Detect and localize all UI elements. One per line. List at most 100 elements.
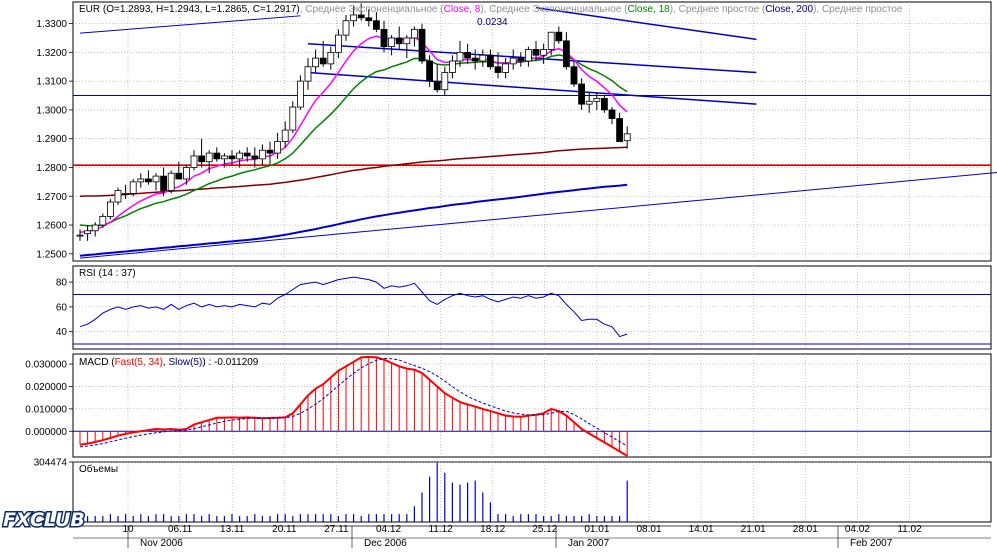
candle-body <box>395 37 403 45</box>
volume-layer: 304474 <box>34 458 628 522</box>
candle-body <box>274 141 282 154</box>
title-part: Close, 200 <box>765 4 813 15</box>
candle-body <box>525 49 532 62</box>
candle-body <box>593 98 601 102</box>
month-label: Dec 2006 <box>364 538 407 549</box>
y-tick-label: 1.2600 <box>36 221 67 232</box>
month-label: Nov 2006 <box>140 538 183 549</box>
candle-body <box>258 149 266 160</box>
candle-body <box>616 118 623 142</box>
month-label: Feb 2007 <box>850 538 893 549</box>
candle-body <box>456 51 464 62</box>
candle-body <box>327 51 335 65</box>
candle-body <box>471 57 479 62</box>
candle-body <box>167 172 175 191</box>
candle-body <box>160 175 168 191</box>
candle-body <box>426 60 434 82</box>
rsi-panel[interactable] <box>72 265 992 350</box>
candle-body <box>236 152 244 160</box>
candle-body <box>129 181 137 194</box>
time-tick-label: 21.01 <box>741 524 766 535</box>
candle-body <box>578 83 585 105</box>
title-part: ), Среднее простое ( <box>670 4 766 15</box>
title-part: ), Среднее Экспоненциальное ( <box>480 4 628 15</box>
candle-body <box>76 234 84 237</box>
candle-body <box>547 31 555 50</box>
time-tick-label: 08.01 <box>636 524 661 535</box>
candle-body <box>563 40 570 68</box>
price-title: EUR (O=1.2893, H=1.2943, L=1.2865, C=1.2… <box>79 4 903 15</box>
title-part: Close, 18 <box>627 4 670 15</box>
candle-body <box>213 152 221 160</box>
candle-body <box>99 215 107 226</box>
time-tick-label: 01.01 <box>584 524 609 535</box>
candle-body <box>312 57 320 68</box>
time-tick-label: 20.11 <box>272 524 297 535</box>
channel-annotation: 0.0234 <box>477 17 508 28</box>
title-part: Fast(5, 34) <box>115 357 163 368</box>
macd-panel[interactable] <box>72 353 992 458</box>
candle-body <box>464 51 472 59</box>
rsi-line <box>79 276 628 338</box>
fxclub-logo: FXCLUB <box>2 508 87 533</box>
time-tick-label: 18.12 <box>480 524 505 535</box>
long-resistance-trendline <box>79 15 301 34</box>
y-tick-label: 0.020000 <box>25 382 67 393</box>
time-tick-label: 14.01 <box>689 524 714 535</box>
candle-body <box>357 14 365 19</box>
candle-body <box>509 57 517 65</box>
candle-body <box>608 109 616 119</box>
candle-body <box>198 155 206 163</box>
time-tick-label: 28.01 <box>793 524 818 535</box>
rsi-layer: 40 60 80 <box>56 276 991 345</box>
y-tick-label: 0.010000 <box>25 404 67 415</box>
y-tick-label: 1.3000 <box>36 105 67 116</box>
time-tick-label: 04.12 <box>376 524 401 535</box>
candle-body <box>410 28 418 39</box>
y-tick-label: 1.3200 <box>36 48 67 59</box>
price-panel[interactable] <box>72 1 992 262</box>
time-tick-label: 04.02 <box>845 524 870 535</box>
long-support-trendline <box>79 172 997 259</box>
time-tick-label: 27.11 <box>324 524 349 535</box>
candle-body <box>342 20 350 36</box>
logo-text: FXCLUB <box>3 509 85 531</box>
volume-panel[interactable] <box>72 461 992 523</box>
candle-body <box>532 49 540 56</box>
y-tick-label: 1.2800 <box>36 163 67 174</box>
time-tick-label: 11.12 <box>428 524 453 535</box>
rsi-label: RSI (14 : 37) <box>79 268 136 279</box>
candle-body <box>433 80 441 91</box>
candle-body <box>350 14 358 22</box>
candle-body <box>281 129 289 142</box>
macd-signal-line <box>79 357 628 448</box>
title-part: MACD ( <box>79 357 115 368</box>
candle-body <box>441 72 449 91</box>
candle-body <box>190 155 198 168</box>
candle-body <box>266 149 274 154</box>
macd-label: MACD (Fast(5, 34), Slow(5)) : -0.011209 <box>79 357 259 368</box>
candle-body <box>486 54 494 68</box>
candle-body <box>175 172 183 180</box>
candle-body <box>365 17 373 22</box>
candle-body <box>502 63 510 73</box>
macd-layer: 0.000000 0.010000 0.020000 0.030000 <box>25 355 991 457</box>
candle-body <box>388 37 396 48</box>
price-layer: 1.2500 1.2600 1.2700 1.2800 1.2900 1.3000 1.31… <box>36 3 997 260</box>
candle-body <box>319 57 327 65</box>
candle-body <box>122 192 129 195</box>
channel-lower-trendline <box>307 71 757 105</box>
candle-body <box>84 230 91 235</box>
candle-body <box>517 57 525 62</box>
y-tick-label: 1.3300 <box>36 19 67 30</box>
candle-body <box>380 28 388 48</box>
title-part: , Среднее Экспоненциальное ( <box>300 4 445 15</box>
y-tick-label: 0.030000 <box>25 360 67 371</box>
candle-body <box>623 133 631 142</box>
y-tick-label: 1.2900 <box>36 134 67 145</box>
y-tick-label: 0.000000 <box>25 427 67 438</box>
candle-body <box>585 100 593 105</box>
time-tick-label: 06.11 <box>168 524 193 535</box>
